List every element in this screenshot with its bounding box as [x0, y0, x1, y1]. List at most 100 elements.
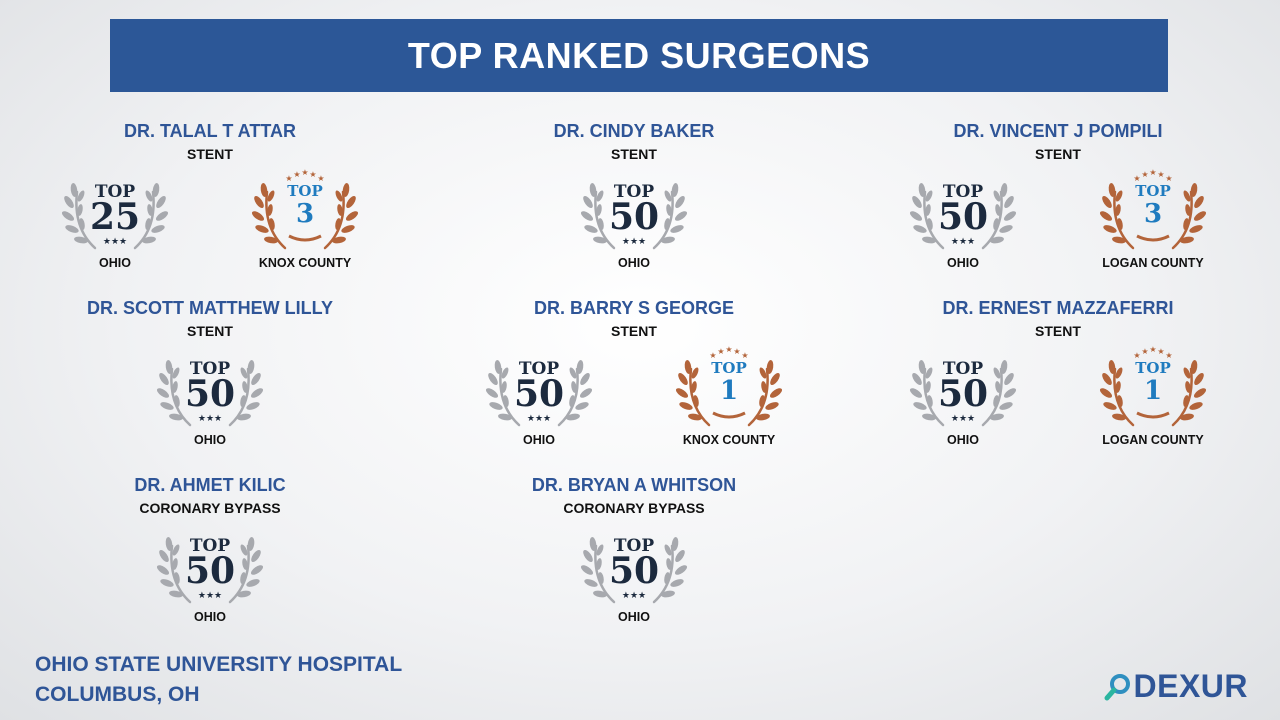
badge-location: LOGAN COUNTY	[1102, 433, 1204, 447]
badge-location: OHIO	[947, 256, 979, 270]
svg-text:TOP: TOP	[190, 359, 230, 379]
procedure-label: CORONARY BYPASS	[139, 500, 281, 516]
svg-text:★: ★	[1157, 170, 1164, 179]
svg-text:★★★: ★★★	[198, 591, 222, 601]
surgeon-name[interactable]: DR. ERNEST MAZZAFERRI	[942, 298, 1174, 318]
procedure-label: STENT	[1035, 323, 1081, 339]
badge-location: OHIO	[523, 433, 555, 447]
badge-location: OHIO	[947, 433, 979, 447]
badge-location: OHIO	[99, 256, 131, 270]
surgeon-card: DR. ERNEST MAZZAFERRI STENT TOP 50 ★★★ OHIO	[846, 297, 1270, 447]
rank-badge: TOP 50 ★★★ OHIO	[907, 166, 1019, 270]
svg-text:50: 50	[938, 373, 988, 415]
surgeon-name[interactable]: DR. VINCENT J POMPILI	[953, 121, 1163, 141]
svg-text:★: ★	[317, 174, 324, 183]
surgeon-name[interactable]: DR. BARRY S GEORGE	[533, 298, 735, 318]
svg-text:★: ★	[725, 345, 732, 354]
surgeon-card: DR. AHMET KILIC CORONARY BYPASS TOP 50 ★★★…	[0, 474, 422, 624]
rank-badge: TOP 50 ★★★ OHIO	[578, 166, 690, 270]
svg-text:★: ★	[1141, 170, 1148, 179]
svg-text:★★★: ★★★	[198, 414, 222, 424]
svg-text:1: 1	[1144, 376, 1162, 406]
badge-location: KNOX COUNTY	[258, 256, 352, 270]
hospital-name: OHIO STATE UNIVERSITY HOSPITAL	[35, 653, 403, 676]
surgeon-name[interactable]: DR. TALAL T ATTAR	[124, 121, 296, 141]
svg-text:TOP: TOP	[1135, 359, 1171, 377]
svg-text:TOP: TOP	[711, 359, 747, 377]
svg-text:★: ★	[741, 351, 748, 360]
surgeon-name[interactable]: DR. AHMET KILIC	[134, 475, 286, 495]
badge-group: TOP 50 ★★★ OHIO ★ ★ ★ ★ ★ TOP 3 LOGAN COUNTY	[846, 166, 1270, 270]
rank-badge: TOP 50 ★★★ OHIO	[483, 343, 595, 447]
rank-badge: TOP 50 ★★★ OHIO	[907, 343, 1019, 447]
svg-text:★★★: ★★★	[527, 414, 551, 424]
dexur-logo[interactable]: DEXUR	[1103, 668, 1248, 705]
svg-text:TOP: TOP	[614, 182, 654, 202]
rank-badge: ★ ★ ★ ★ ★ TOP 3 LOGAN COUNTY	[1097, 166, 1209, 270]
svg-text:★: ★	[309, 170, 316, 179]
surgeon-card: DR. BARRY S GEORGE STENT TOP 50 ★★★ OHIO	[422, 297, 846, 447]
procedure-label: CORONARY BYPASS	[563, 500, 705, 516]
magnifier-icon	[1104, 673, 1131, 700]
page-title: TOP RANKED SURGEONS	[407, 34, 871, 76]
svg-text:TOP: TOP	[519, 359, 559, 379]
rank-badge: ★ ★ ★ ★ ★ TOP 1 LOGAN COUNTY	[1097, 343, 1209, 447]
svg-text:50: 50	[514, 373, 564, 415]
procedure-label: STENT	[611, 323, 657, 339]
svg-text:25: 25	[90, 196, 140, 238]
svg-text:★: ★	[733, 347, 740, 356]
rank-badge: ★ ★ ★ ★ ★ TOP 3 KNOX COUNTY	[249, 166, 361, 270]
badge-location: OHIO	[618, 256, 650, 270]
svg-text:★: ★	[301, 168, 308, 177]
svg-text:TOP: TOP	[95, 182, 135, 202]
badge-location: LOGAN COUNTY	[1102, 256, 1204, 270]
badge-group: TOP 50 ★★★ OHIO ★ ★ ★ ★ ★ TOP 1 LOGAN COUNTY	[846, 343, 1270, 447]
svg-text:50: 50	[185, 373, 235, 415]
surgeon-name[interactable]: DR. CINDY BAKER	[553, 121, 715, 141]
badge-group: TOP 50 ★★★ OHIO ★ ★ ★ ★ ★ TOP 1 KNOX COUNTY	[422, 343, 846, 447]
svg-text:TOP: TOP	[1135, 182, 1171, 200]
svg-text:★: ★	[285, 174, 292, 183]
svg-text:3: 3	[1144, 199, 1162, 229]
rank-badge: TOP 25 ★★★ OHIO	[59, 166, 171, 270]
svg-text:★: ★	[1165, 174, 1172, 183]
badge-group: TOP 25 ★★★ OHIO ★ ★ ★ ★ ★ TOP 3 KNOX COUNTY	[0, 166, 422, 270]
surgeon-name[interactable]: DR. BRYAN A WHITSON	[531, 475, 737, 495]
svg-text:3: 3	[296, 199, 314, 229]
hospital-city: COLUMBUS, OH	[35, 683, 200, 706]
surgeon-name[interactable]: DR. SCOTT MATTHEW LILLY	[87, 298, 333, 318]
svg-text:★: ★	[293, 170, 300, 179]
svg-text:★: ★	[1133, 351, 1140, 360]
surgeon-card: DR. BRYAN A WHITSON CORONARY BYPASS TOP 5…	[422, 474, 846, 624]
svg-text:TOP: TOP	[943, 182, 983, 202]
badge-group: TOP 50 ★★★ OHIO	[422, 166, 846, 270]
svg-text:TOP: TOP	[943, 359, 983, 379]
svg-text:★★★: ★★★	[103, 237, 127, 247]
badge-location: OHIO	[618, 610, 650, 624]
svg-text:★: ★	[1133, 174, 1140, 183]
svg-text:TOP: TOP	[287, 182, 323, 200]
svg-text:★: ★	[717, 347, 724, 356]
svg-text:★★★: ★★★	[622, 237, 646, 247]
svg-text:50: 50	[185, 550, 235, 592]
svg-text:★★★: ★★★	[951, 237, 975, 247]
badge-group: TOP 50 ★★★ OHIO	[422, 520, 846, 624]
rank-badge: ★ ★ ★ ★ ★ TOP 1 KNOX COUNTY	[673, 343, 785, 447]
svg-text:★★★: ★★★	[622, 591, 646, 601]
procedure-label: STENT	[187, 323, 233, 339]
surgeon-card: DR. SCOTT MATTHEW LILLY STENT TOP 50 ★★★ OH…	[0, 297, 422, 447]
badge-group: TOP 50 ★★★ OHIO	[0, 343, 422, 447]
svg-text:★: ★	[1149, 345, 1156, 354]
rank-badge: TOP 50 ★★★ OHIO	[154, 343, 266, 447]
svg-text:50: 50	[609, 550, 659, 592]
badge-location: OHIO	[194, 433, 226, 447]
